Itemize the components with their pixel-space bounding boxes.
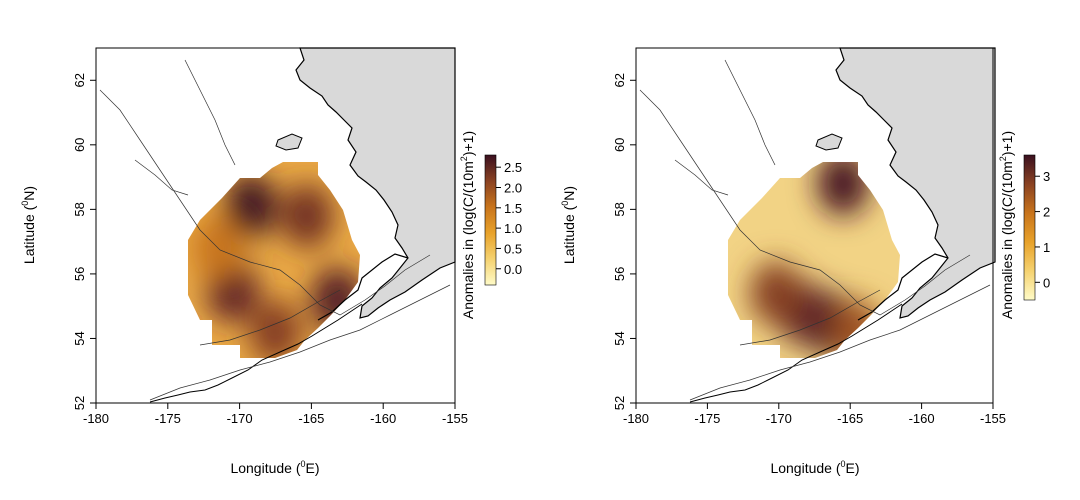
- aleutian-islands-right: [689, 303, 903, 403]
- colorbar-ticks-left: 0.0 0.5 1.0 1.5 2.0 2.5: [496, 160, 522, 277]
- y-tick-label: 60: [612, 138, 627, 152]
- nunivak-island-left: [275, 133, 303, 151]
- nunivak-island-right: [815, 133, 843, 151]
- x-tick-label: -165: [298, 411, 324, 426]
- y-tick-label: 54: [72, 331, 87, 345]
- y-tick-label: 62: [72, 73, 87, 87]
- x-tick-label: -180: [623, 411, 649, 426]
- x-tick-label: -175: [155, 411, 181, 426]
- y-axis-left: 52 54 56 58 60 62: [72, 73, 96, 410]
- colorbar-tick-label: 0.5: [504, 241, 522, 256]
- panel-right: -180 -175 -170 -165 -160 -155 52 54 56 58 60 62 Lo…: [560, 47, 1050, 476]
- colorbar-tick-label: 2.5: [504, 160, 522, 175]
- colorbar-tick-label: 2.0: [504, 181, 522, 196]
- x-tick-label: -155: [442, 411, 468, 426]
- colorbar-ticks-right: 0 1 2 3: [1035, 169, 1050, 290]
- x-tick-label: -170: [227, 411, 253, 426]
- y-tick-label: 62: [612, 73, 627, 87]
- x-tick-label: -170: [766, 411, 792, 426]
- bristol-bay-coast-right: [857, 253, 949, 321]
- y-axis-right: 52 54 56 58 60 62: [612, 73, 636, 410]
- anomaly-hotspot: [225, 174, 278, 239]
- colorbar-title-left: Anomalies in (log(C/(10m2)+1): [459, 131, 476, 319]
- colorbar-left: [484, 154, 497, 286]
- y-tick-label: 58: [612, 202, 627, 216]
- x-tick-label: -180: [83, 411, 109, 426]
- colorbar-tick-label: 1.5: [504, 201, 522, 216]
- colorbar-tick-label: 2: [1043, 205, 1050, 220]
- y-tick-label: 56: [612, 267, 627, 281]
- anomaly-hotspot: [749, 261, 802, 326]
- anomaly-hotspot: [311, 267, 360, 332]
- bristol-bay-coast-left: [317, 253, 409, 321]
- anomaly-field-right: [728, 162, 900, 358]
- aleutian-islands-left: [149, 303, 363, 403]
- bathymetry-contour-right: [639, 59, 991, 401]
- colorbar-tick-label: 1.0: [504, 221, 522, 236]
- y-tick-label: 60: [72, 138, 87, 152]
- panel-left: -180 -175 -170 -165 -160 -155 52 54 56 58 60 62 Lo…: [20, 47, 522, 476]
- y-tick-label: 54: [612, 331, 627, 345]
- anomaly-field-left: [188, 162, 360, 358]
- x-axis-title-left: Longitude (0E): [230, 459, 319, 476]
- anomaly-hotspot: [831, 300, 884, 358]
- alaska-land-left: [295, 47, 456, 319]
- y-tick-label: 52: [72, 396, 87, 410]
- x-tick-label: -165: [837, 411, 863, 426]
- colorbar-tick-label: 1: [1043, 240, 1050, 255]
- x-axis-right: -180 -175 -170 -165 -160 -155: [623, 403, 1006, 426]
- plot-frame-right: [635, 47, 994, 404]
- y-axis-title-left: Latitude (0N): [20, 186, 37, 264]
- anomaly-hotspot: [817, 162, 870, 216]
- colorbar-right: [1023, 154, 1036, 301]
- alaska-land-right: [835, 47, 996, 319]
- bathymetry-contour-left: [99, 59, 451, 401]
- colorbar-title-right: Anomalies in (log(C/(10m2)+1): [998, 131, 1015, 319]
- anomaly-hotspot: [281, 183, 334, 248]
- colorbar-tick-label: 0: [1043, 275, 1050, 290]
- x-tick-label: -160: [370, 411, 396, 426]
- x-axis-left: -180 -175 -170 -165 -160 -155: [83, 403, 468, 426]
- y-tick-label: 52: [612, 396, 627, 410]
- colorbar-tick-label: 0.0: [504, 262, 522, 277]
- y-tick-label: 58: [72, 202, 87, 216]
- x-tick-label: -175: [694, 411, 720, 426]
- y-axis-title-right: Latitude (0N): [560, 186, 577, 264]
- colorbar-tick-label: 3: [1043, 169, 1050, 184]
- plot-frame-left: [95, 47, 456, 404]
- x-axis-title-right: Longitude (0E): [770, 459, 859, 476]
- y-tick-label: 56: [72, 267, 87, 281]
- x-tick-label: -155: [980, 411, 1006, 426]
- x-tick-label: -160: [909, 411, 935, 426]
